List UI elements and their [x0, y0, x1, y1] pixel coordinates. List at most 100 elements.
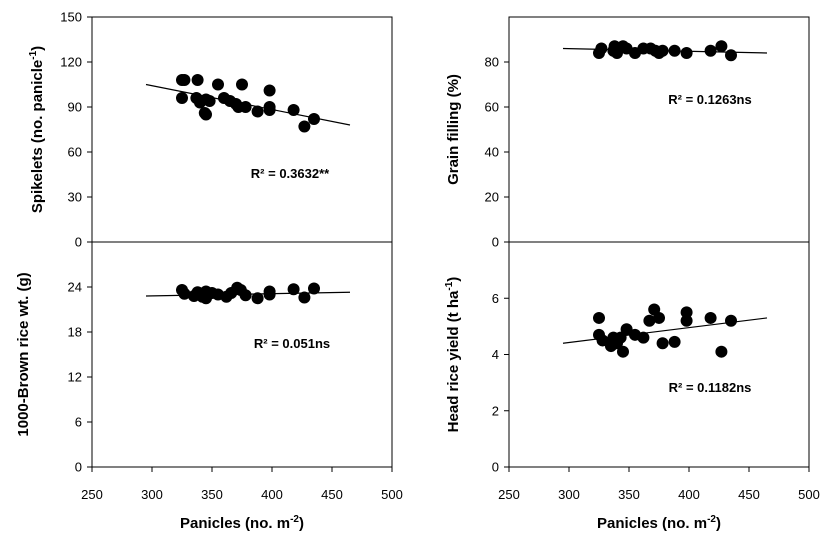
data-point — [251, 105, 264, 118]
data-point — [668, 44, 681, 57]
y-tick-label: 0 — [75, 460, 82, 475]
y-axis-title: 1000-Brown rice wt. (g) — [15, 272, 32, 436]
data-point — [668, 335, 681, 348]
data-point — [203, 95, 216, 107]
x-tick-label: 350 — [618, 487, 640, 502]
data-point — [263, 104, 276, 116]
data-point — [715, 40, 728, 53]
data-point — [308, 113, 320, 125]
data-point — [191, 74, 204, 86]
y-tick-label: 80 — [485, 55, 499, 70]
y-tick-label: 18 — [68, 325, 82, 340]
data-point — [614, 331, 627, 344]
y-tick-label: 120 — [60, 55, 82, 70]
x-axis-title-main: Panicles (no. m — [180, 515, 290, 532]
y-axis-title-superscript: -1 — [28, 50, 39, 59]
data-point — [725, 314, 737, 327]
data-point — [680, 314, 693, 327]
data-point — [178, 74, 191, 86]
y-axis-title-main: 1000-Brown rice wt. (g) — [15, 272, 32, 436]
data-point — [178, 287, 191, 300]
data-point — [287, 104, 300, 116]
data-point — [704, 44, 717, 57]
data-point — [656, 44, 669, 57]
y-tick-label: 0 — [492, 460, 499, 475]
y-tick-label: 20 — [485, 190, 499, 205]
x-axis-title-tail: ) — [716, 515, 721, 532]
panel-brown-rice-wt: 0 6 12 18 24 250 300 350 400 450 500 R² = 0.051ns 10… — [15, 241, 403, 532]
data-point — [263, 84, 276, 97]
x-axis-title-main: Panicles (no. m — [597, 515, 707, 532]
x-axis-title-tail: ) — [299, 515, 304, 532]
plot-frame — [91, 241, 393, 468]
data-point — [643, 314, 656, 327]
data-point — [251, 292, 264, 305]
data-point — [239, 101, 252, 113]
r-squared-annotation: R² = 0.051ns — [254, 336, 330, 351]
data-point — [653, 311, 665, 324]
y-tick-label: 4 — [492, 347, 499, 362]
plot-frame — [508, 241, 810, 468]
plot-frame — [91, 16, 393, 243]
data-point — [637, 331, 650, 344]
y-tick-label: 6 — [75, 415, 82, 430]
y-axis-title-superscript: -1 — [444, 281, 455, 290]
x-tick-label: 450 — [738, 487, 760, 502]
y-axis-title-main: Spikelets (no. panicle — [29, 60, 46, 213]
y-axis-title: Spikelets (no. panicle-1) — [28, 46, 46, 213]
data-point — [236, 78, 248, 91]
r-squared-annotation: R² = 0.1263ns — [668, 92, 751, 107]
y-tick-label: 0 — [492, 235, 499, 250]
data-point — [287, 283, 300, 296]
data-point — [680, 47, 693, 59]
data-point — [595, 42, 608, 55]
y-tick-label: 40 — [485, 145, 499, 160]
x-tick-label: 250 — [498, 487, 520, 502]
y-tick-label: 2 — [492, 403, 499, 418]
data-point — [596, 334, 609, 347]
y-tick-label: 60 — [68, 145, 82, 160]
x-axis-title-superscript: -2 — [707, 514, 716, 525]
data-point — [308, 282, 320, 295]
y-tick-label: 6 — [492, 291, 499, 306]
data-point — [725, 49, 737, 62]
y-tick-label: 30 — [68, 190, 82, 205]
y-tick-label: 150 — [60, 10, 82, 25]
x-axis-title-superscript: -2 — [290, 514, 299, 525]
data-point — [212, 78, 224, 91]
y-tick-label: 12 — [68, 370, 82, 385]
x-tick-label: 300 — [141, 487, 163, 502]
y-tick-label: 60 — [485, 100, 499, 115]
x-axis-title: Panicles (no. m-2) — [180, 514, 304, 532]
x-tick-label: 500 — [381, 487, 403, 502]
y-axis-title: Grain filling (%) — [445, 74, 462, 185]
y-axis-title-main: Head rice yield (t ha — [445, 290, 462, 432]
data-point — [680, 306, 693, 319]
data-point — [263, 288, 276, 301]
x-tick-label: 450 — [321, 487, 343, 502]
y-axis-title-tail: ) — [445, 277, 462, 282]
data-point — [298, 120, 311, 133]
x-tick-label: 300 — [558, 487, 580, 502]
data-point — [715, 345, 728, 358]
r-squared-annotation: R² = 0.3632** — [251, 166, 330, 181]
x-axis-title: Panicles (no. m-2) — [597, 514, 721, 532]
x-tick-label: 400 — [678, 487, 700, 502]
y-axis-title-main: Grain filling (%) — [445, 74, 462, 185]
x-tick-label: 400 — [261, 487, 283, 502]
data-point — [656, 337, 669, 350]
data-point — [298, 291, 311, 304]
panel-spikelets: 0 30 60 90 120 150 R² = 0.3632** Spikelets (no.… — [28, 10, 393, 250]
data-point — [239, 289, 252, 302]
r-squared-annotation: R² = 0.1182ns — [669, 380, 752, 395]
panel-grain-filling: 0 20 40 60 80 R² = 0.1263ns Grain filling (%) — [445, 16, 810, 250]
y-axis-title: Head rice yield (t ha-1) — [444, 277, 462, 433]
x-tick-label: 350 — [201, 487, 223, 502]
data-point — [200, 108, 212, 121]
x-tick-label: 250 — [81, 487, 103, 502]
data-point — [617, 345, 629, 358]
panel-head-rice-yield: 0 2 4 6 250 300 350 400 450 500 R² = 0.1182ns Head … — [444, 241, 820, 532]
y-tick-label: 0 — [75, 235, 82, 250]
y-tick-label: 90 — [68, 100, 82, 115]
